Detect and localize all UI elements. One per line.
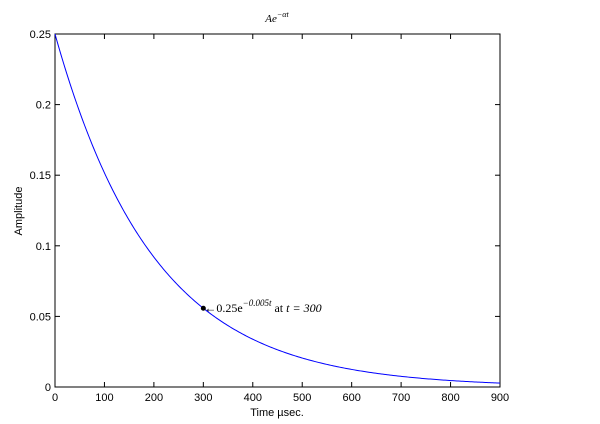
annotation-label: ←0.25e−0.005t at t = 300 [204, 298, 321, 315]
chart-title: Ae−αt [264, 10, 289, 25]
x-tick-label: 100 [95, 392, 113, 404]
x-axis-ticks: 0 100 200 300 400 500 600 700 800 900 [52, 34, 509, 404]
decay-curve [54, 33, 501, 384]
annotation-marker [200, 305, 206, 311]
x-tick-label: 800 [441, 392, 459, 404]
title-base: Ae [264, 13, 277, 25]
x-tick-label: 900 [491, 392, 509, 404]
x-tick-label: 0 [52, 392, 58, 404]
x-tick-label: 400 [244, 392, 262, 404]
x-tick-label: 700 [392, 392, 410, 404]
y-tick-label: 0.25 [30, 29, 51, 41]
title-exponent: −αt [277, 10, 290, 19]
annotation-t-value: t = 300 [286, 301, 321, 315]
x-tick-label: 300 [194, 392, 212, 404]
x-axis-label: Time µsec. [250, 407, 304, 419]
y-tick-label: 0 [45, 382, 51, 394]
plot-area [54, 33, 501, 388]
y-tick-label: 0.15 [30, 170, 51, 182]
annotation-main: 0.25e [216, 301, 242, 315]
x-tick-label: 500 [293, 392, 311, 404]
y-axis-label: Amplitude [13, 187, 25, 236]
annotation-exponent: −0.005t [243, 298, 272, 308]
y-tick-label: 0.2 [36, 100, 51, 112]
y-tick-label: 0.1 [36, 241, 51, 253]
annotation-arrow: ← [204, 301, 216, 315]
x-tick-label: 600 [342, 392, 360, 404]
y-axis-ticks: 0 0.05 0.1 0.15 0.2 0.25 [30, 29, 500, 394]
x-tick-label: 200 [145, 392, 163, 404]
annotation-at: at [271, 301, 286, 315]
y-tick-label: 0.05 [30, 311, 51, 323]
